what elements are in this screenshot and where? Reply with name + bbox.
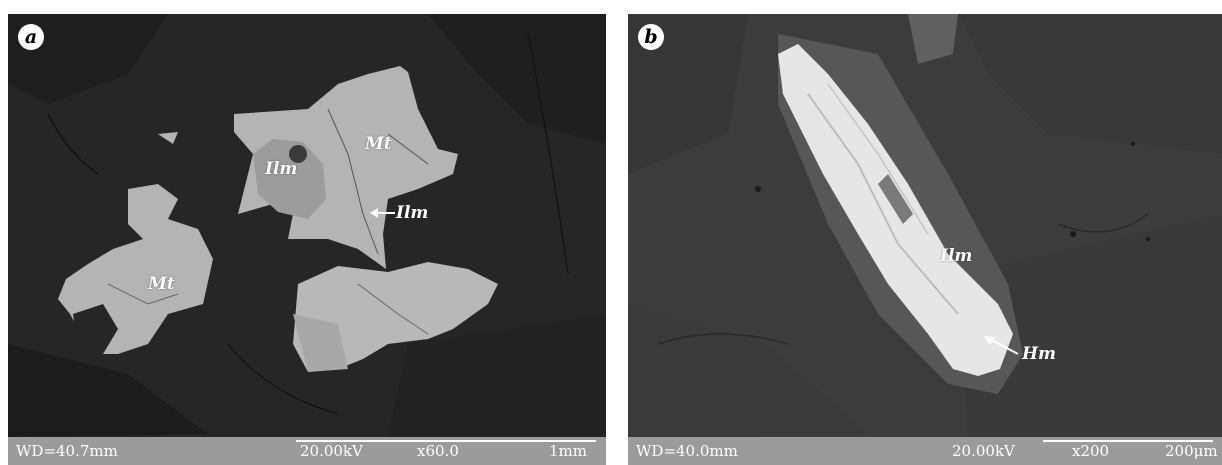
working-distance-a: WD=40.7mm — [16, 442, 118, 460]
label-ilm-arrow: Ilm — [396, 203, 429, 223]
annotation-hm-arrow: Hm — [984, 330, 1056, 364]
label-mt-lower: Mt — [148, 274, 175, 294]
annotation-ilm-arrow: Ilm — [370, 203, 428, 223]
micrograph-panel-a: a Mt Ilm Mt Ilm WD=40.7mm 20.00kV x60.0 … — [8, 14, 606, 465]
panel-b-infobar: WD=40.0mm 20.00kV x200 200μm — [628, 437, 1222, 465]
micrograph-panel-b: b Ilm Hm WD=40.0mm 20.00kV x200 200μm — [628, 14, 1222, 465]
left-up-arrow-icon — [984, 336, 1019, 355]
label-ilm-left: Ilm — [265, 159, 298, 179]
micrograph-b-image — [628, 14, 1222, 465]
panel-a-infobar: WD=40.7mm 20.00kV x60.0 1mm — [8, 437, 606, 465]
magnification-b: x200 — [1072, 442, 1110, 460]
working-distance-b: WD=40.0mm — [636, 442, 738, 460]
left-arrow-icon — [370, 208, 395, 218]
scale-rule-a — [296, 440, 596, 442]
panel-b-badge: b — [638, 24, 664, 50]
voltage-a: 20.00kV — [300, 442, 363, 460]
magnification-a: x60.0 — [417, 442, 459, 460]
voltage-b: 20.00kV — [952, 442, 1015, 460]
scale-value-b: 200μm — [1165, 442, 1218, 460]
micrograph-a-image — [8, 14, 606, 465]
scale-value-a: 1mm — [549, 442, 587, 460]
label-hm: Hm — [1022, 344, 1057, 364]
panel-a-badge: a — [18, 24, 44, 50]
label-ilm-b: Ilm — [940, 246, 973, 266]
scale-rule-b — [1043, 440, 1213, 442]
label-mt-upper: Mt — [365, 134, 392, 154]
